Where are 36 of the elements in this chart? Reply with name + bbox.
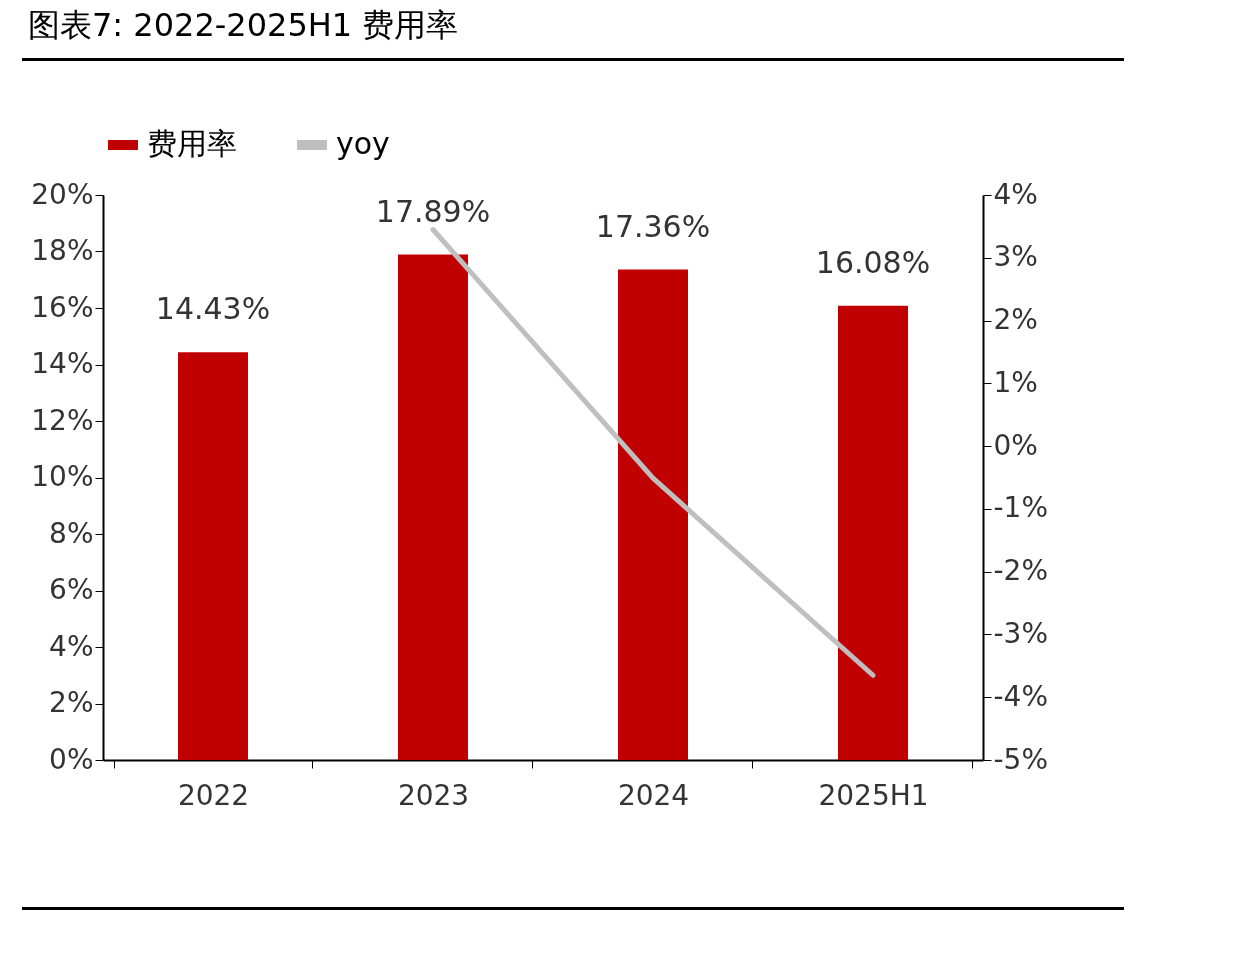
bar	[178, 352, 248, 760]
y2-tick-label: -3%	[993, 616, 1049, 650]
y2-tick-label: 3%	[993, 240, 1038, 274]
data-label: 17.89%	[375, 193, 491, 229]
y-tick-label: 18%	[31, 234, 94, 267]
y-tick-label: 2%	[49, 686, 94, 719]
y2-tick-label: -1%	[993, 491, 1049, 525]
chart-title: 图表7: 2022-2025H1 费用率	[28, 5, 459, 46]
y2-tick-label: 0%	[993, 428, 1038, 462]
data-label: 14.43%	[155, 291, 271, 327]
y-tick-label: 20%	[31, 177, 94, 211]
y-tick-label: 8%	[49, 516, 94, 550]
y2-tick-label: -4%	[993, 679, 1049, 713]
legend-label: 费用率	[147, 126, 237, 161]
y2-tick-label: -2%	[993, 554, 1049, 588]
y-tick-label: 16%	[31, 290, 94, 324]
y-tick-label: 14%	[31, 347, 94, 380]
y-tick-label: 12%	[31, 403, 94, 437]
bar	[838, 305, 908, 760]
y-tick-label: 10%	[31, 460, 94, 493]
x-tick-label: 2023	[397, 778, 470, 812]
y2-tick-label: 1%	[993, 365, 1038, 399]
x-tick-label: 2025H1	[818, 778, 929, 812]
y-tick-label: 4%	[49, 629, 94, 663]
data-label: 16.08%	[815, 244, 931, 280]
y2-tick-label: -5%	[993, 742, 1049, 776]
x-tick-label: 2022	[177, 778, 250, 812]
y2-tick-label: 2%	[993, 303, 1038, 337]
bar	[618, 269, 688, 760]
legend-label: yoy	[336, 126, 390, 161]
y-tick-label: 0%	[49, 742, 94, 776]
y-tick-label: 6%	[49, 573, 94, 606]
bar	[398, 254, 468, 760]
data-label: 17.36%	[595, 208, 711, 244]
x-tick-label: 2024	[617, 778, 690, 812]
y2-tick-label: 4%	[993, 177, 1038, 211]
